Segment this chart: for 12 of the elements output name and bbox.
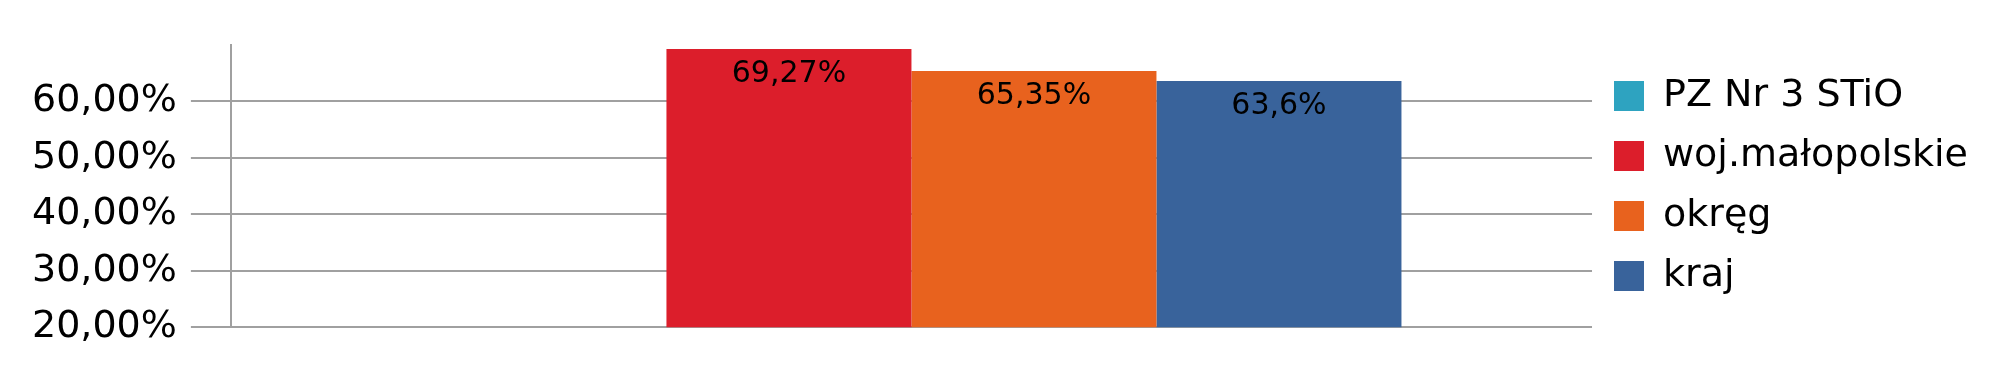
data-label: 69,27% xyxy=(731,53,847,89)
y-tick-label: 30,00% xyxy=(31,245,177,290)
data-label: 63,6% xyxy=(1231,85,1327,121)
legend-label: kraj xyxy=(1663,250,1735,295)
y-tick-label: 50,00% xyxy=(31,132,177,177)
y-tick-label: 40,00% xyxy=(31,189,177,234)
legend-label: woj.małopolskie xyxy=(1663,130,1968,175)
y-tick-label: 60,00% xyxy=(31,76,177,121)
legend-label: okręg xyxy=(1663,190,1772,235)
legend-label: PZ Nr 3 STiO xyxy=(1663,70,1904,115)
data-label: 65,35% xyxy=(976,75,1092,111)
y-tick-label: 20,00% xyxy=(31,302,177,347)
